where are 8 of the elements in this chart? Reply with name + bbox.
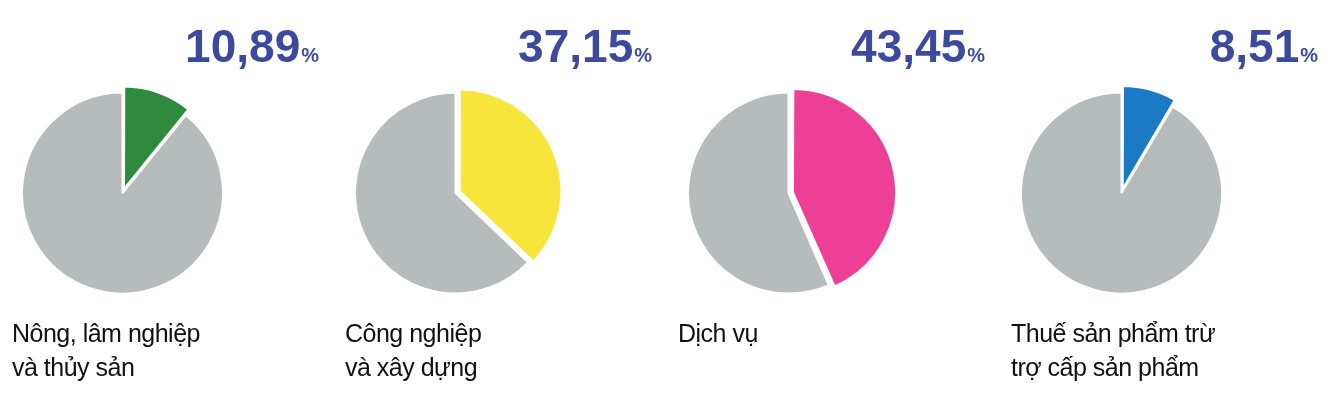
data-label: 37,15% (518, 20, 653, 72)
data-label: 8,51% (1209, 20, 1319, 72)
text: Công nghiệp và xây dựng (345, 318, 482, 383)
data-label: 10,89% (185, 20, 320, 72)
text: Thuế sản phẩm trừ trợ cấp sản phẩm (1011, 318, 1216, 383)
data-label: 43,45% (851, 20, 986, 72)
text: Dịch vụ (678, 318, 758, 349)
text: Nông, lâm nghiệp và thủy sản (12, 318, 200, 383)
